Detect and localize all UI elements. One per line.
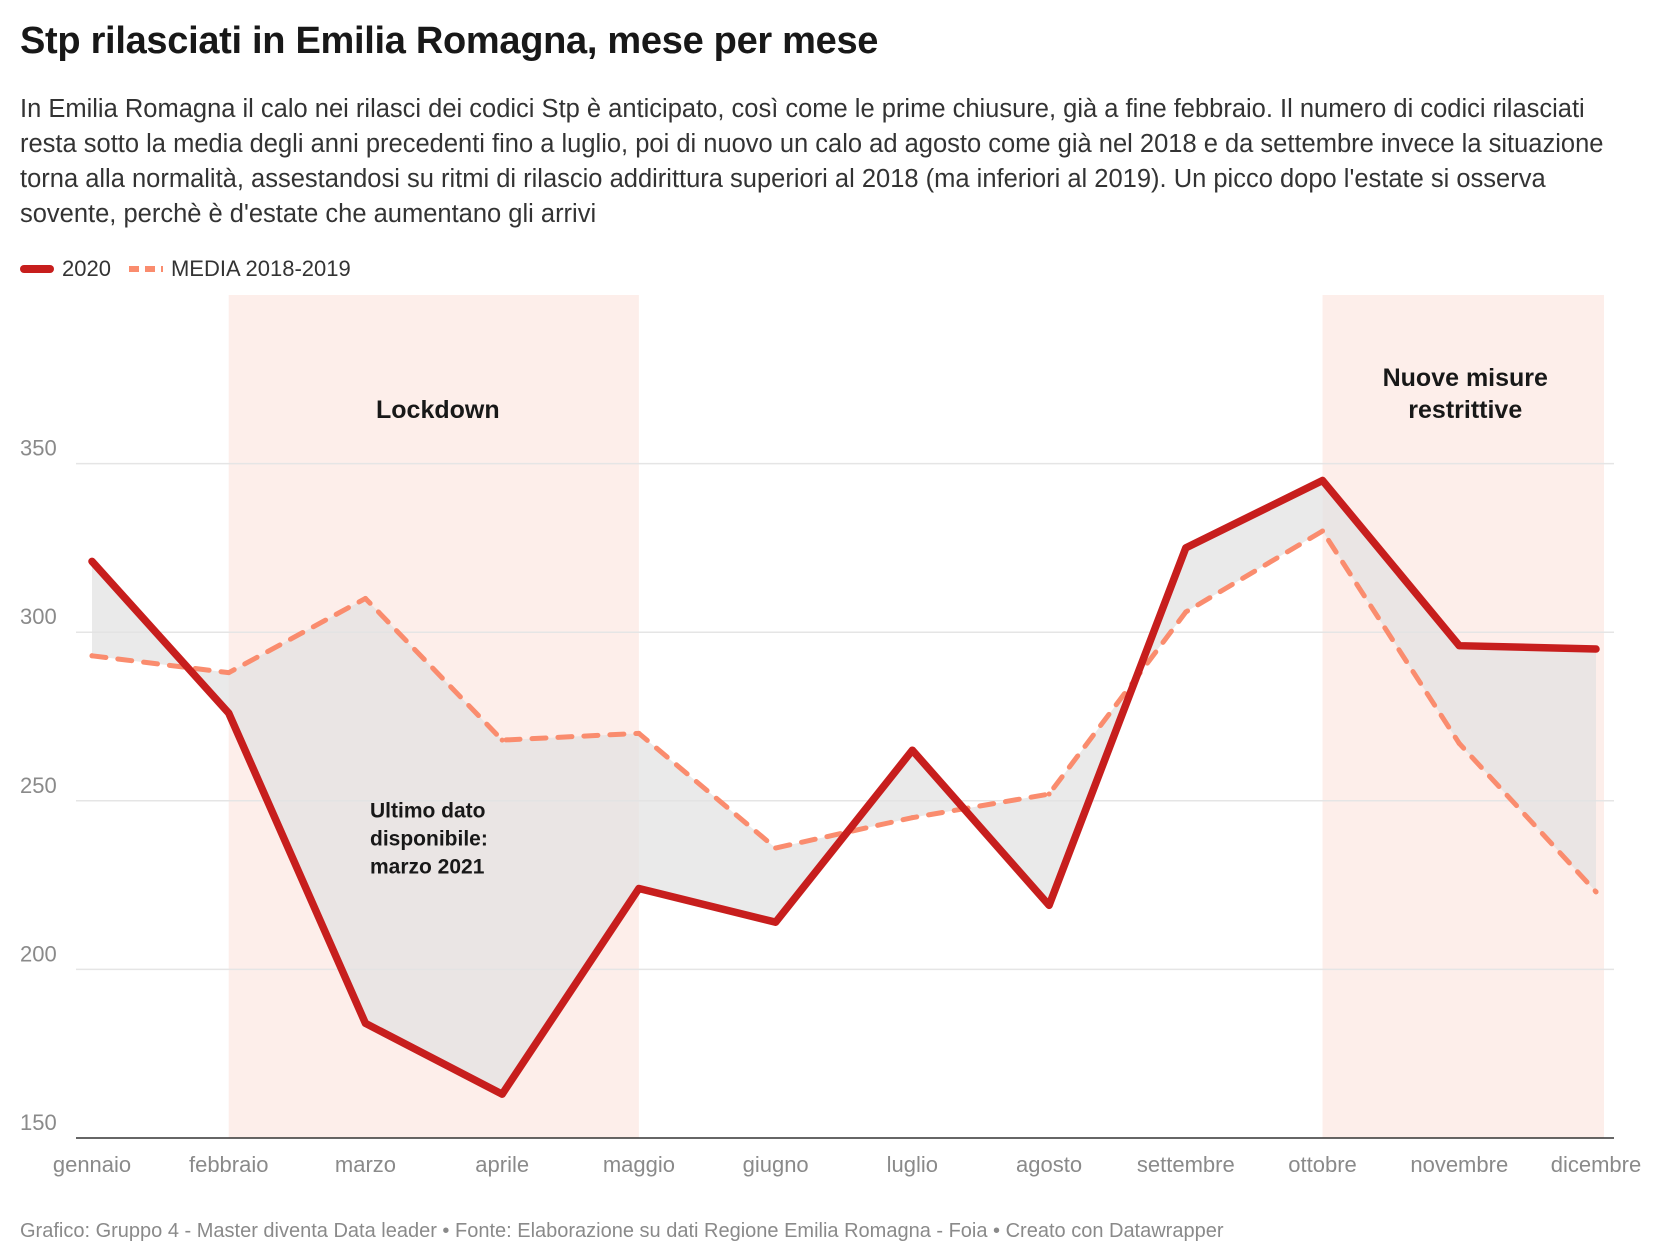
x-tick-giugno: giugno bbox=[743, 1152, 809, 1177]
point-media-gennaio bbox=[89, 653, 95, 659]
y-tick-250: 250 bbox=[20, 773, 57, 798]
point-media-agosto bbox=[1046, 791, 1052, 797]
series-line-2020 bbox=[88, 476, 1600, 1098]
y-tick-300: 300 bbox=[20, 604, 57, 629]
x-tick-maggio: maggio bbox=[603, 1152, 675, 1177]
point-2020-dicembre bbox=[1592, 645, 1600, 653]
x-tick-agosto: agosto bbox=[1016, 1152, 1082, 1177]
x-tick-novembre: novembre bbox=[1410, 1152, 1508, 1177]
point-media-ottobre bbox=[1320, 528, 1326, 534]
y-tick-350: 350 bbox=[20, 436, 57, 461]
y-tick-200: 200 bbox=[20, 941, 57, 966]
x-tick-febbraio: febbraio bbox=[189, 1152, 269, 1177]
legend-label-2020: 2020 bbox=[62, 256, 111, 281]
point-2020-giugno bbox=[772, 918, 780, 926]
point-media-febbraio bbox=[226, 670, 232, 676]
x-tick-settembre: settembre bbox=[1137, 1152, 1235, 1177]
point-media-settembre bbox=[1183, 609, 1189, 615]
x-tick-luglio: luglio bbox=[887, 1152, 938, 1177]
series-line-media bbox=[89, 528, 1599, 895]
point-media-luglio bbox=[909, 815, 915, 821]
point-2020-aprile bbox=[498, 1090, 506, 1098]
range-label-2: Nuove misure restrittive bbox=[1383, 364, 1548, 424]
line-chart: 150 200 250 300 350 gennaio febbraio marzo april… bbox=[20, 295, 1641, 1177]
point-2020-maggio bbox=[635, 884, 643, 892]
legend-item-2020: 2020 bbox=[20, 256, 111, 282]
legend-item-media: MEDIA 2018-2019 bbox=[128, 256, 351, 282]
range-label-1: Lockdown bbox=[376, 396, 500, 424]
legend: 2020 MEDIA 2018-2019 bbox=[20, 254, 369, 284]
chart-subtitle: In Emilia Romagna il calo nei rilasci de… bbox=[20, 95, 1604, 228]
x-tick-aprile: aprile bbox=[475, 1152, 529, 1177]
chart-footer: Grafico: Gruppo 4 - Master diventa Data … bbox=[20, 1220, 1224, 1242]
x-tick-ottobre: ottobre bbox=[1288, 1152, 1357, 1177]
point-2020-gennaio bbox=[88, 557, 96, 565]
legend-label-media: MEDIA 2018-2019 bbox=[170, 256, 351, 281]
point-2020-agosto bbox=[1045, 901, 1053, 909]
annotation-1: Ultimo dato disponibile: marzo 2021 bbox=[370, 800, 488, 879]
point-2020-febbraio bbox=[225, 709, 233, 717]
x-tick-dicembre: dicembre bbox=[1551, 1152, 1641, 1177]
x-tick-marzo: marzo bbox=[335, 1152, 396, 1177]
legend-swatch-2020 bbox=[20, 265, 54, 273]
point-media-aprile bbox=[499, 737, 505, 743]
point-2020-luglio bbox=[908, 746, 916, 754]
point-2020-settembre bbox=[1182, 544, 1190, 552]
legend-swatch-media bbox=[128, 266, 163, 272]
chart-title: Stp rilasciati in Emilia Romagna, mese p… bbox=[20, 20, 879, 62]
point-media-novembre bbox=[1456, 740, 1462, 746]
point-media-dicembre bbox=[1593, 889, 1599, 895]
point-media-maggio bbox=[636, 730, 642, 736]
point-media-giugno bbox=[773, 845, 779, 851]
y-tick-150: 150 bbox=[20, 1110, 57, 1135]
point-2020-ottobre bbox=[1319, 476, 1327, 484]
point-2020-marzo bbox=[361, 1019, 369, 1027]
point-2020-novembre bbox=[1455, 642, 1463, 650]
point-media-marzo bbox=[362, 595, 368, 601]
x-tick-gennaio: gennaio bbox=[53, 1152, 131, 1177]
area-between-series bbox=[92, 480, 1596, 1095]
